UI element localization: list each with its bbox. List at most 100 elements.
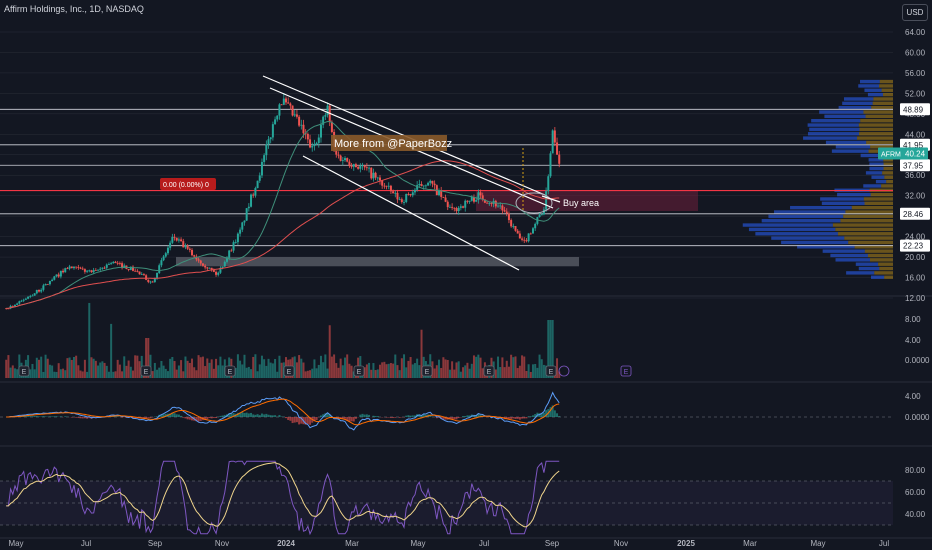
volume-bar (99, 362, 102, 378)
profile-bar-down (872, 101, 893, 106)
volume-bar (341, 365, 344, 378)
grid-layer (0, 31, 932, 539)
candle-body (77, 267, 80, 268)
profile-bar-down (859, 127, 893, 132)
profile-bar-up (755, 232, 838, 236)
volume-bar (324, 354, 327, 378)
macd-histogram-bar (413, 415, 416, 417)
volume-bar (114, 371, 117, 378)
volume-bar (151, 371, 154, 378)
earnings-marker (140, 365, 152, 377)
macd-histogram-bar (514, 417, 517, 419)
volume-bar (153, 362, 156, 378)
profile-bar-up (820, 197, 864, 201)
volume-bar (72, 356, 75, 378)
earnings-marker (224, 365, 236, 377)
volume-bar (107, 371, 110, 378)
profile-bar-up (842, 101, 873, 106)
volume-bar (64, 370, 67, 378)
candle-body (413, 189, 416, 193)
macd-histogram-bar (184, 417, 187, 419)
profile-bar-up (869, 166, 884, 171)
macd-histogram-bar (407, 415, 410, 417)
candle-body (313, 144, 316, 147)
macd-histogram-bar (398, 417, 401, 418)
profile-bar-up (748, 227, 836, 232)
channel-lower-line (302, 155, 520, 271)
candle-body (33, 293, 36, 296)
candle-body (309, 139, 312, 148)
volume-bar (346, 354, 349, 378)
macd-histogram-bar (199, 417, 202, 421)
candle-body (357, 167, 360, 169)
volume-bar (53, 371, 56, 378)
candle-body (545, 191, 548, 210)
candle-body (451, 206, 454, 208)
profile-bar-up (742, 223, 833, 227)
candle-body (114, 261, 117, 263)
macd-histogram-bar (455, 417, 458, 420)
volume-bar (529, 371, 532, 378)
candle-body (221, 266, 224, 268)
candle-body (184, 245, 187, 248)
candle-body (370, 167, 373, 179)
volume-bar (435, 365, 438, 378)
volume-bar (250, 369, 253, 378)
macd-histogram-bar (466, 415, 469, 417)
candle-body (497, 205, 500, 207)
price-tick-label: 36.00 (905, 171, 926, 180)
volume-bar (7, 355, 10, 378)
volume-bar (62, 368, 65, 378)
volume-bar (387, 363, 390, 378)
volume-bar (501, 357, 504, 378)
macd-histogram-bar (389, 417, 392, 418)
volume-bar (472, 355, 475, 378)
macd-histogram-bar (304, 417, 307, 425)
macd-histogram-bar (260, 413, 263, 417)
volume-bar (392, 363, 395, 378)
profile-bar-down (843, 214, 893, 219)
candle-body (90, 270, 93, 273)
volume-bar (206, 358, 209, 378)
volume-bar (33, 369, 36, 378)
macd-histogram-bar (35, 416, 38, 417)
volume-bar (466, 362, 469, 378)
profile-bar-down (848, 240, 893, 245)
volume-bar (51, 365, 54, 378)
macd-histogram-bar (521, 417, 524, 419)
candle-body (291, 105, 294, 116)
macd-histogram-bar (228, 413, 231, 417)
macd-histogram-bar (258, 415, 261, 417)
candle-body (164, 253, 167, 257)
macd-histogram-bar (186, 417, 189, 420)
macd-histogram-bar (147, 417, 150, 418)
time-tick-label: Nov (614, 539, 628, 548)
volume-bar (92, 358, 95, 378)
volume-tick-label: 4.00 (905, 336, 921, 345)
candle-body (518, 233, 521, 239)
volume-bar (186, 360, 189, 378)
candle-body (256, 180, 259, 189)
macd-histogram-bar (239, 412, 242, 417)
volume-bar (527, 364, 530, 378)
profile-bar-down (865, 114, 893, 119)
profile-bar-up (761, 219, 841, 223)
volume-bar (131, 370, 134, 378)
candle-body (44, 284, 47, 286)
volume-bar (48, 364, 51, 378)
macd-histogram-bar (142, 417, 145, 419)
level-label-22.23: 22.23 (903, 242, 924, 251)
candle-body (40, 289, 43, 292)
profile-bar-up (781, 240, 849, 245)
volume-bar (374, 370, 377, 378)
macd-histogram-bar (444, 417, 447, 420)
candle-body (193, 255, 196, 257)
volume-bar (208, 362, 211, 378)
candle-body (503, 210, 506, 212)
volume-bar (510, 354, 513, 378)
candle-body (448, 206, 451, 208)
candle-body (210, 267, 213, 270)
price-tick-label: 56.00 (905, 69, 926, 78)
currency-button[interactable]: USD (902, 4, 928, 21)
